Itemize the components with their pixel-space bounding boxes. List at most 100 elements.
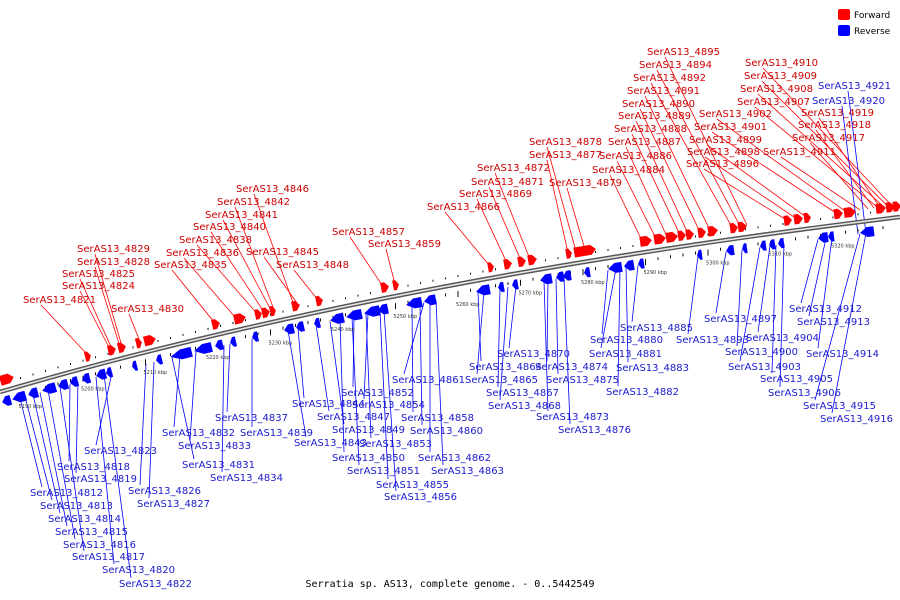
- scale-tick-label: 5300 kbp: [706, 261, 730, 267]
- gene-arrows: [0, 201, 900, 406]
- leader-line: [601, 269, 609, 335]
- leader-line: [631, 133, 681, 235]
- leader-line: [352, 316, 355, 388]
- gene-label: SerAS13_4866: [427, 202, 500, 213]
- forward-gene-arrow: [487, 262, 494, 273]
- leader-line: [499, 286, 509, 401]
- leader-line: [385, 248, 396, 285]
- gene-label: SerAS13_4868: [488, 401, 561, 412]
- forward-gene-arrow: [875, 203, 886, 214]
- gene-label: SerAS13_4862: [418, 453, 491, 464]
- forward-gene-arrow: [685, 229, 694, 240]
- leader-line: [847, 90, 867, 234]
- reverse-gene-arrow: [194, 342, 213, 354]
- leader-line: [754, 106, 879, 209]
- leader-line: [329, 321, 345, 425]
- leader-line: [563, 277, 571, 425]
- reverse-gene-arrow: [608, 261, 623, 273]
- leader-line: [809, 142, 869, 210]
- reverse-gene-arrow: [498, 281, 505, 293]
- leader-line: [664, 56, 748, 226]
- gene-label: SerAS13_4848: [276, 260, 349, 271]
- reverse-gene-arrow: [860, 226, 875, 238]
- gene-label: SerAS13_4812: [30, 488, 103, 499]
- gene-label: SerAS13_4837: [215, 413, 288, 424]
- forward-gene-arrow: [517, 256, 526, 268]
- forward-gene-arrow: [0, 373, 14, 386]
- scale-tick-label: 5320 kbp: [831, 243, 855, 249]
- leader-line: [222, 219, 272, 311]
- reverse-gene-arrow: [132, 360, 139, 371]
- gene-label: SerAS13_4881: [589, 349, 662, 360]
- reverse-gene-arrow: [584, 267, 591, 278]
- gene-label: SerAS13_4828: [77, 257, 150, 268]
- gene-label: SerAS13_4905: [760, 374, 833, 385]
- gene-label: SerAS13_4876: [558, 425, 631, 436]
- gene-label: SerAS13_4892: [633, 73, 706, 84]
- leader-line: [351, 316, 360, 466]
- label-leader-lines: [19, 56, 893, 579]
- reverse-gene-arrow: [58, 378, 70, 390]
- legend: Forward Reverse: [838, 9, 891, 37]
- forward-gene-arrow: [142, 334, 156, 347]
- gene-label: SerAS13_4826: [128, 486, 201, 497]
- gene-label: SerAS13_4886: [599, 151, 672, 162]
- gene-label: SerAS13_4850: [332, 453, 405, 464]
- forward-gene-arrow: [677, 230, 686, 242]
- gene-label: SerAS13_4859: [368, 239, 441, 250]
- leader-line: [94, 253, 123, 347]
- forward-gene-arrow: [253, 309, 262, 320]
- gene-label: SerAS13_4917: [792, 133, 865, 144]
- leader-line: [644, 95, 711, 231]
- leader-line: [75, 381, 79, 474]
- gene-label: SerAS13_4860: [410, 426, 483, 437]
- gene-label: SerAS13_4829: [77, 244, 150, 255]
- gene-label: SerAS13_4906: [768, 388, 841, 399]
- gene-label: SerAS13_4913: [797, 317, 870, 328]
- reverse-gene-arrow: [330, 312, 345, 324]
- forward-gene-arrow: [527, 254, 537, 266]
- gene-label: SerAS13_4875: [546, 375, 619, 386]
- forward-gene-arrow: [315, 295, 323, 307]
- gene-label: SerAS13_4855: [376, 480, 449, 491]
- reverse-gene-arrow: [96, 368, 108, 380]
- forward-gene-arrow: [803, 212, 811, 224]
- leader-line: [411, 304, 414, 413]
- gene-label: SerAS13_4869: [459, 189, 532, 200]
- gene-label: SerAS13_4919: [801, 108, 874, 119]
- leader-line: [79, 278, 113, 350]
- gene-label: SerAS13_4885: [620, 323, 693, 334]
- gene-label: SerAS13_4916: [820, 414, 893, 425]
- gene-label: SerAS13_4853: [359, 439, 432, 450]
- forward-gene-arrow: [291, 300, 300, 312]
- gene-label: SerAS13_4921: [818, 81, 891, 92]
- leader-line: [711, 131, 837, 214]
- reverse-gene-arrow: [476, 284, 491, 296]
- forward-gene-arrow: [380, 282, 389, 293]
- scale-tick-label: 5290 kbp: [644, 270, 668, 276]
- gene-label: SerAS13_4871: [471, 177, 544, 188]
- forward-gene-arrow: [565, 248, 572, 259]
- scale-tick-label: 5240 kbp: [331, 327, 355, 333]
- leader-line: [339, 319, 345, 453]
- leader-line: [800, 239, 819, 304]
- gene-label: SerAS13_4915: [803, 401, 876, 412]
- gene-label: SerAS13_4877: [529, 150, 602, 161]
- forward-gene-arrow: [793, 213, 803, 225]
- gene-label: SerAS13_4861: [392, 375, 465, 386]
- leader-line: [293, 269, 319, 301]
- leader-line: [94, 266, 121, 347]
- gene-label: SerAS13_4897: [704, 314, 777, 325]
- gene-label: SerAS13_4846: [236, 184, 309, 195]
- leader-line: [831, 233, 867, 414]
- leader-line: [600, 268, 617, 349]
- forward-gene-arrow: [573, 244, 596, 258]
- leader-line: [609, 174, 643, 241]
- gene-label: SerAS13_4899: [689, 135, 762, 146]
- gene-label: SerAS13_4819: [64, 474, 137, 485]
- leader-line: [68, 384, 71, 462]
- reverse-gene-arrow: [818, 232, 829, 243]
- gene-label: SerAS13_4839: [240, 428, 313, 439]
- leader-line: [19, 398, 43, 488]
